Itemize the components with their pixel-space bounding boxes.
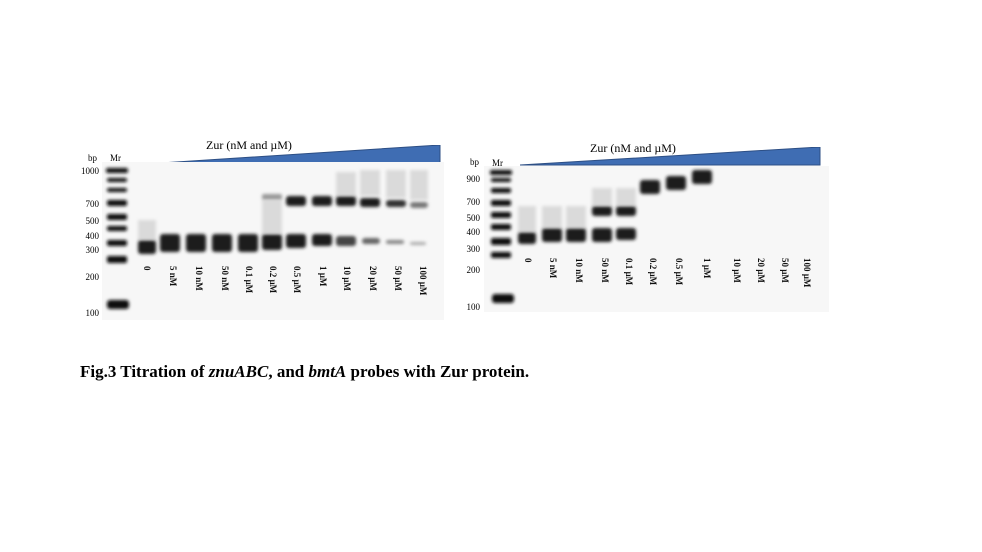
ladder-label-100: 100 [85, 308, 100, 318]
lane-label: 10 µM [342, 266, 352, 291]
lane-label: 1 µM [318, 266, 328, 287]
ladder-label-500: 500 [466, 213, 481, 223]
marker-header: Mr [110, 153, 121, 163]
ladder-label-1000: 1000 [81, 166, 99, 176]
lane-label: 20 µM [368, 266, 378, 291]
lane-label: 50 µM [780, 258, 790, 283]
figure-caption: Fig.3 Titration of znuABC, and bmtA prob… [80, 362, 529, 382]
lane-label: 0.2 µM [268, 266, 278, 294]
lane-label: 50 nM [600, 258, 610, 283]
lane-label: 100 µM [418, 266, 428, 296]
lane-label: 10 nM [194, 266, 204, 291]
ladder-label-400: 400 [85, 231, 100, 241]
bp-axis-header: bp [470, 157, 479, 167]
lane-label: 10 nM [574, 258, 584, 283]
ladder-label-700: 700 [466, 197, 481, 207]
caption-suffix: probes with Zur protein. [346, 362, 530, 381]
ladder-label-500: 500 [85, 216, 100, 226]
lane-label: 5 nM [168, 266, 178, 287]
ladder-label-700: 700 [85, 199, 100, 209]
caption-prefix: Fig.3 Titration of [80, 362, 209, 381]
zur-concentration-label: Zur (nM and µM) [206, 138, 292, 152]
lane-label: 50 nM [220, 266, 230, 291]
lane-label: 0 [142, 266, 152, 271]
lane-label: 5 nM [548, 258, 558, 279]
ladder-label-400: 400 [466, 227, 481, 237]
lane-label: 0.1 µM [624, 258, 634, 286]
lane-label: 0.5 µM [292, 266, 302, 294]
ladder-label-900: 900 [466, 174, 481, 184]
ladder-label-100: 100 [466, 302, 481, 312]
bp-axis-header: bp [88, 153, 97, 163]
lane-label: 0.5 µM [674, 258, 684, 286]
gel-bands [490, 170, 712, 303]
lane-label: 50 µM [393, 266, 403, 291]
lane-label: 0.2 µM [648, 258, 658, 286]
gel-bands [106, 168, 428, 309]
lane-label: 0.1 µM [244, 266, 254, 294]
marker-header: Mr [492, 158, 503, 168]
ladder-label-300: 300 [85, 245, 100, 255]
caption-middle: , and [268, 362, 309, 381]
lane-label: 0 [523, 258, 533, 263]
ladder-label-200: 200 [85, 272, 100, 282]
gel-image [484, 166, 829, 312]
caption-gene-znuabc: znuABC [208, 362, 269, 381]
caption-gene-bmta: bmtA [308, 362, 347, 381]
ladder-label-200: 200 [466, 265, 481, 275]
concentration-wedge [520, 147, 821, 166]
gel-image [102, 162, 444, 320]
ladder-label-300: 300 [466, 244, 481, 254]
zur-concentration-label: Zur (nM and µM) [590, 141, 676, 155]
lane-label: 1 µM [702, 258, 712, 279]
lane-label: 10 µM [732, 258, 742, 283]
lane-label: 20 µM [756, 258, 766, 283]
lane-label: 100 µM [802, 258, 812, 288]
